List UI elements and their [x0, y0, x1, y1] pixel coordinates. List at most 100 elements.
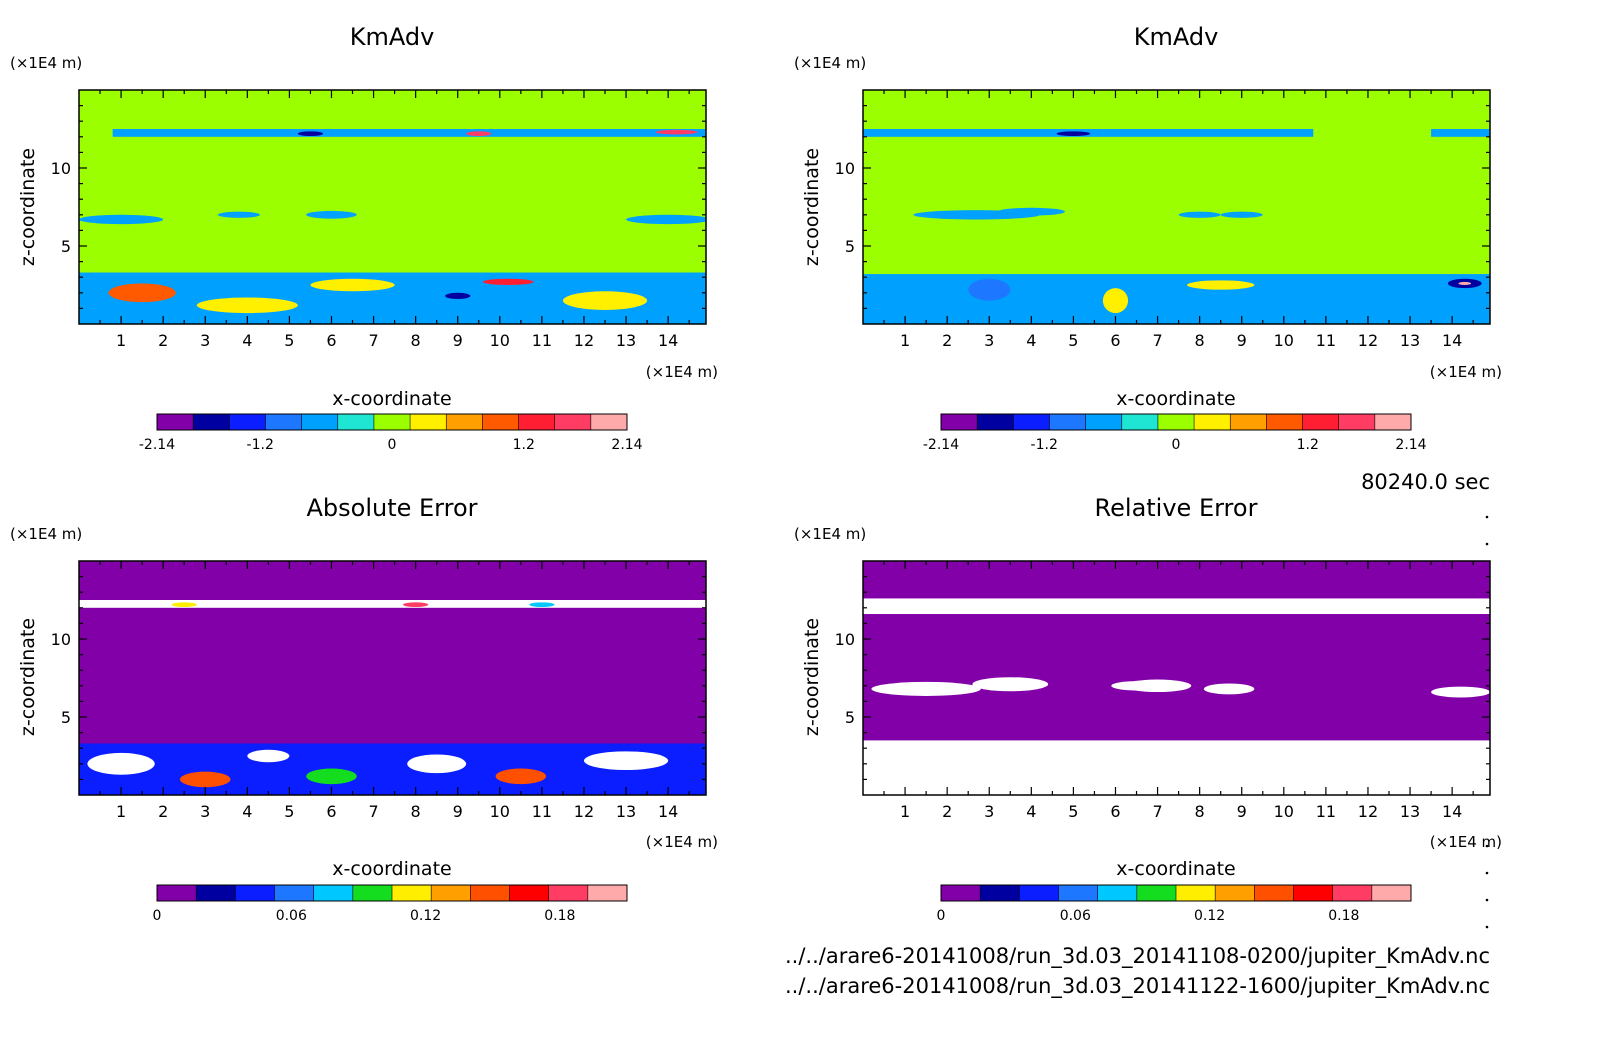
colorbar-swatch [509, 885, 550, 901]
x-tick-label: 11 [532, 802, 552, 821]
contour-blob [972, 677, 1049, 692]
x-tick-label: 1 [116, 331, 126, 350]
y-tick-label: 5 [845, 237, 855, 256]
colorbar-tick-label: -2.14 [139, 437, 175, 453]
colorbar-swatch [1254, 885, 1294, 901]
contour-band [863, 274, 1490, 324]
panel-title: KmAdv [1134, 23, 1219, 51]
contour-band [79, 600, 706, 608]
contour-blob [871, 681, 981, 696]
contour-blob [1203, 683, 1255, 695]
contour-blob [247, 749, 290, 763]
x-tick-label: 14 [658, 331, 678, 350]
colorbar-frame [940, 413, 1412, 431]
x-tick-label: 3 [200, 331, 210, 350]
colorbar-swatch [1338, 414, 1376, 430]
contour-blob [217, 211, 260, 218]
x-tick-label: 6 [1110, 802, 1120, 821]
contour-blob [407, 754, 467, 774]
colorbar-swatch [446, 414, 483, 430]
colorbar-swatch [1013, 414, 1050, 430]
x-tick-label: 5 [1068, 802, 1078, 821]
y-axis-label: z-coordinate [801, 618, 823, 736]
contour-blob [403, 602, 429, 608]
x-tick-label: 12 [1358, 331, 1378, 350]
x-tick-label: 13 [1400, 802, 1420, 821]
x-tick-label: 2 [942, 331, 952, 350]
x-tick-label: 4 [242, 802, 252, 821]
colorbar-swatch [157, 414, 194, 430]
contour-blob [171, 602, 197, 608]
colorbar-swatch [1019, 885, 1059, 901]
plot-frame [78, 89, 707, 325]
contour-blob [306, 210, 357, 219]
x-unit-label: (×1E4 m) [646, 363, 718, 381]
colorbar-swatch [1230, 414, 1267, 430]
colorbar-tick-label: 0.18 [544, 908, 575, 924]
x-tick-label: 2 [942, 802, 952, 821]
colorbar-swatch [482, 414, 520, 430]
contour-blob [1220, 211, 1263, 218]
colorbar-tick-label: 2.14 [1395, 437, 1426, 453]
colorbar-swatch [313, 885, 354, 901]
x-tick-label: 3 [200, 802, 210, 821]
colorbar-swatch [1157, 414, 1195, 430]
colorbar-swatch [229, 414, 266, 430]
contour-blob [1187, 280, 1255, 290]
contour-blob [445, 292, 471, 300]
contour-blob [179, 771, 231, 788]
panel-title: Relative Error [1095, 494, 1258, 522]
colorbar-tick-label: 0 [388, 437, 397, 453]
colorbar-swatch [193, 414, 230, 430]
colorbar-swatch [392, 885, 432, 901]
y-tick-label: 10 [835, 159, 855, 178]
colorbar-swatch [157, 885, 197, 901]
x-tick-label: 14 [658, 802, 678, 821]
x-tick-label: 12 [574, 331, 594, 350]
colorbar-swatch [941, 414, 978, 430]
x-tick-label: 6 [326, 802, 336, 821]
colorbar-tick-label: 2.14 [611, 437, 642, 453]
contour-blob [495, 768, 547, 785]
colorbar-swatch [941, 885, 981, 901]
plot-frame [862, 560, 1491, 796]
y-tick-label: 10 [51, 159, 71, 178]
x-tick-label: 13 [1400, 331, 1420, 350]
contour-band [79, 743, 706, 795]
x-tick-label: 7 [368, 331, 378, 350]
x-tick-label: 3 [984, 802, 994, 821]
colorbar-swatch [1049, 414, 1087, 430]
contour-blob [1056, 131, 1091, 137]
contour-blob [1178, 211, 1221, 218]
colorbar-swatch [1176, 885, 1216, 901]
colorbar-swatch [196, 885, 236, 901]
colorbar-tick-label: 0.12 [410, 908, 441, 924]
colorbar-swatch [1085, 414, 1123, 430]
x-tick-label: 14 [1442, 331, 1462, 350]
panel-kmadv-right: KmAdv (×1E4 m) z-coordinate 1 2 3 4 5 6 7 8 9 10 1… [794, 23, 1502, 453]
x-tick-label: 10 [1274, 802, 1294, 821]
colorbar-swatch [265, 414, 303, 430]
colorbar-tick-label: 0.06 [276, 908, 307, 924]
contour-blob [310, 278, 395, 292]
colorbar-swatch [980, 885, 1020, 901]
x-tick-label: 6 [326, 331, 336, 350]
file-path-1: ../../arare6-20141008/run_3d.03_20141108… [785, 944, 1490, 969]
colorbar: 0 0.06 0.12 0.18 [937, 884, 1412, 924]
contour-blob [1102, 288, 1129, 314]
panel-title: KmAdv [350, 23, 435, 51]
x-tick-label: 4 [1026, 802, 1036, 821]
colorbar-frame [156, 413, 628, 431]
colorbar-swatch [518, 414, 556, 430]
y-tick-label: 10 [51, 630, 71, 649]
y-tick-label: 5 [61, 708, 71, 727]
colorbar-swatch [1058, 885, 1099, 901]
colorbar-swatch [977, 414, 1014, 430]
y-tick-label: 5 [61, 237, 71, 256]
colorbar-swatch [1293, 885, 1334, 901]
x-tick-label: 7 [1152, 802, 1162, 821]
contour-blob [997, 207, 1065, 216]
contour-blob [1123, 679, 1192, 693]
x-tick-label: 9 [453, 802, 463, 821]
contour-blob [1458, 281, 1472, 285]
